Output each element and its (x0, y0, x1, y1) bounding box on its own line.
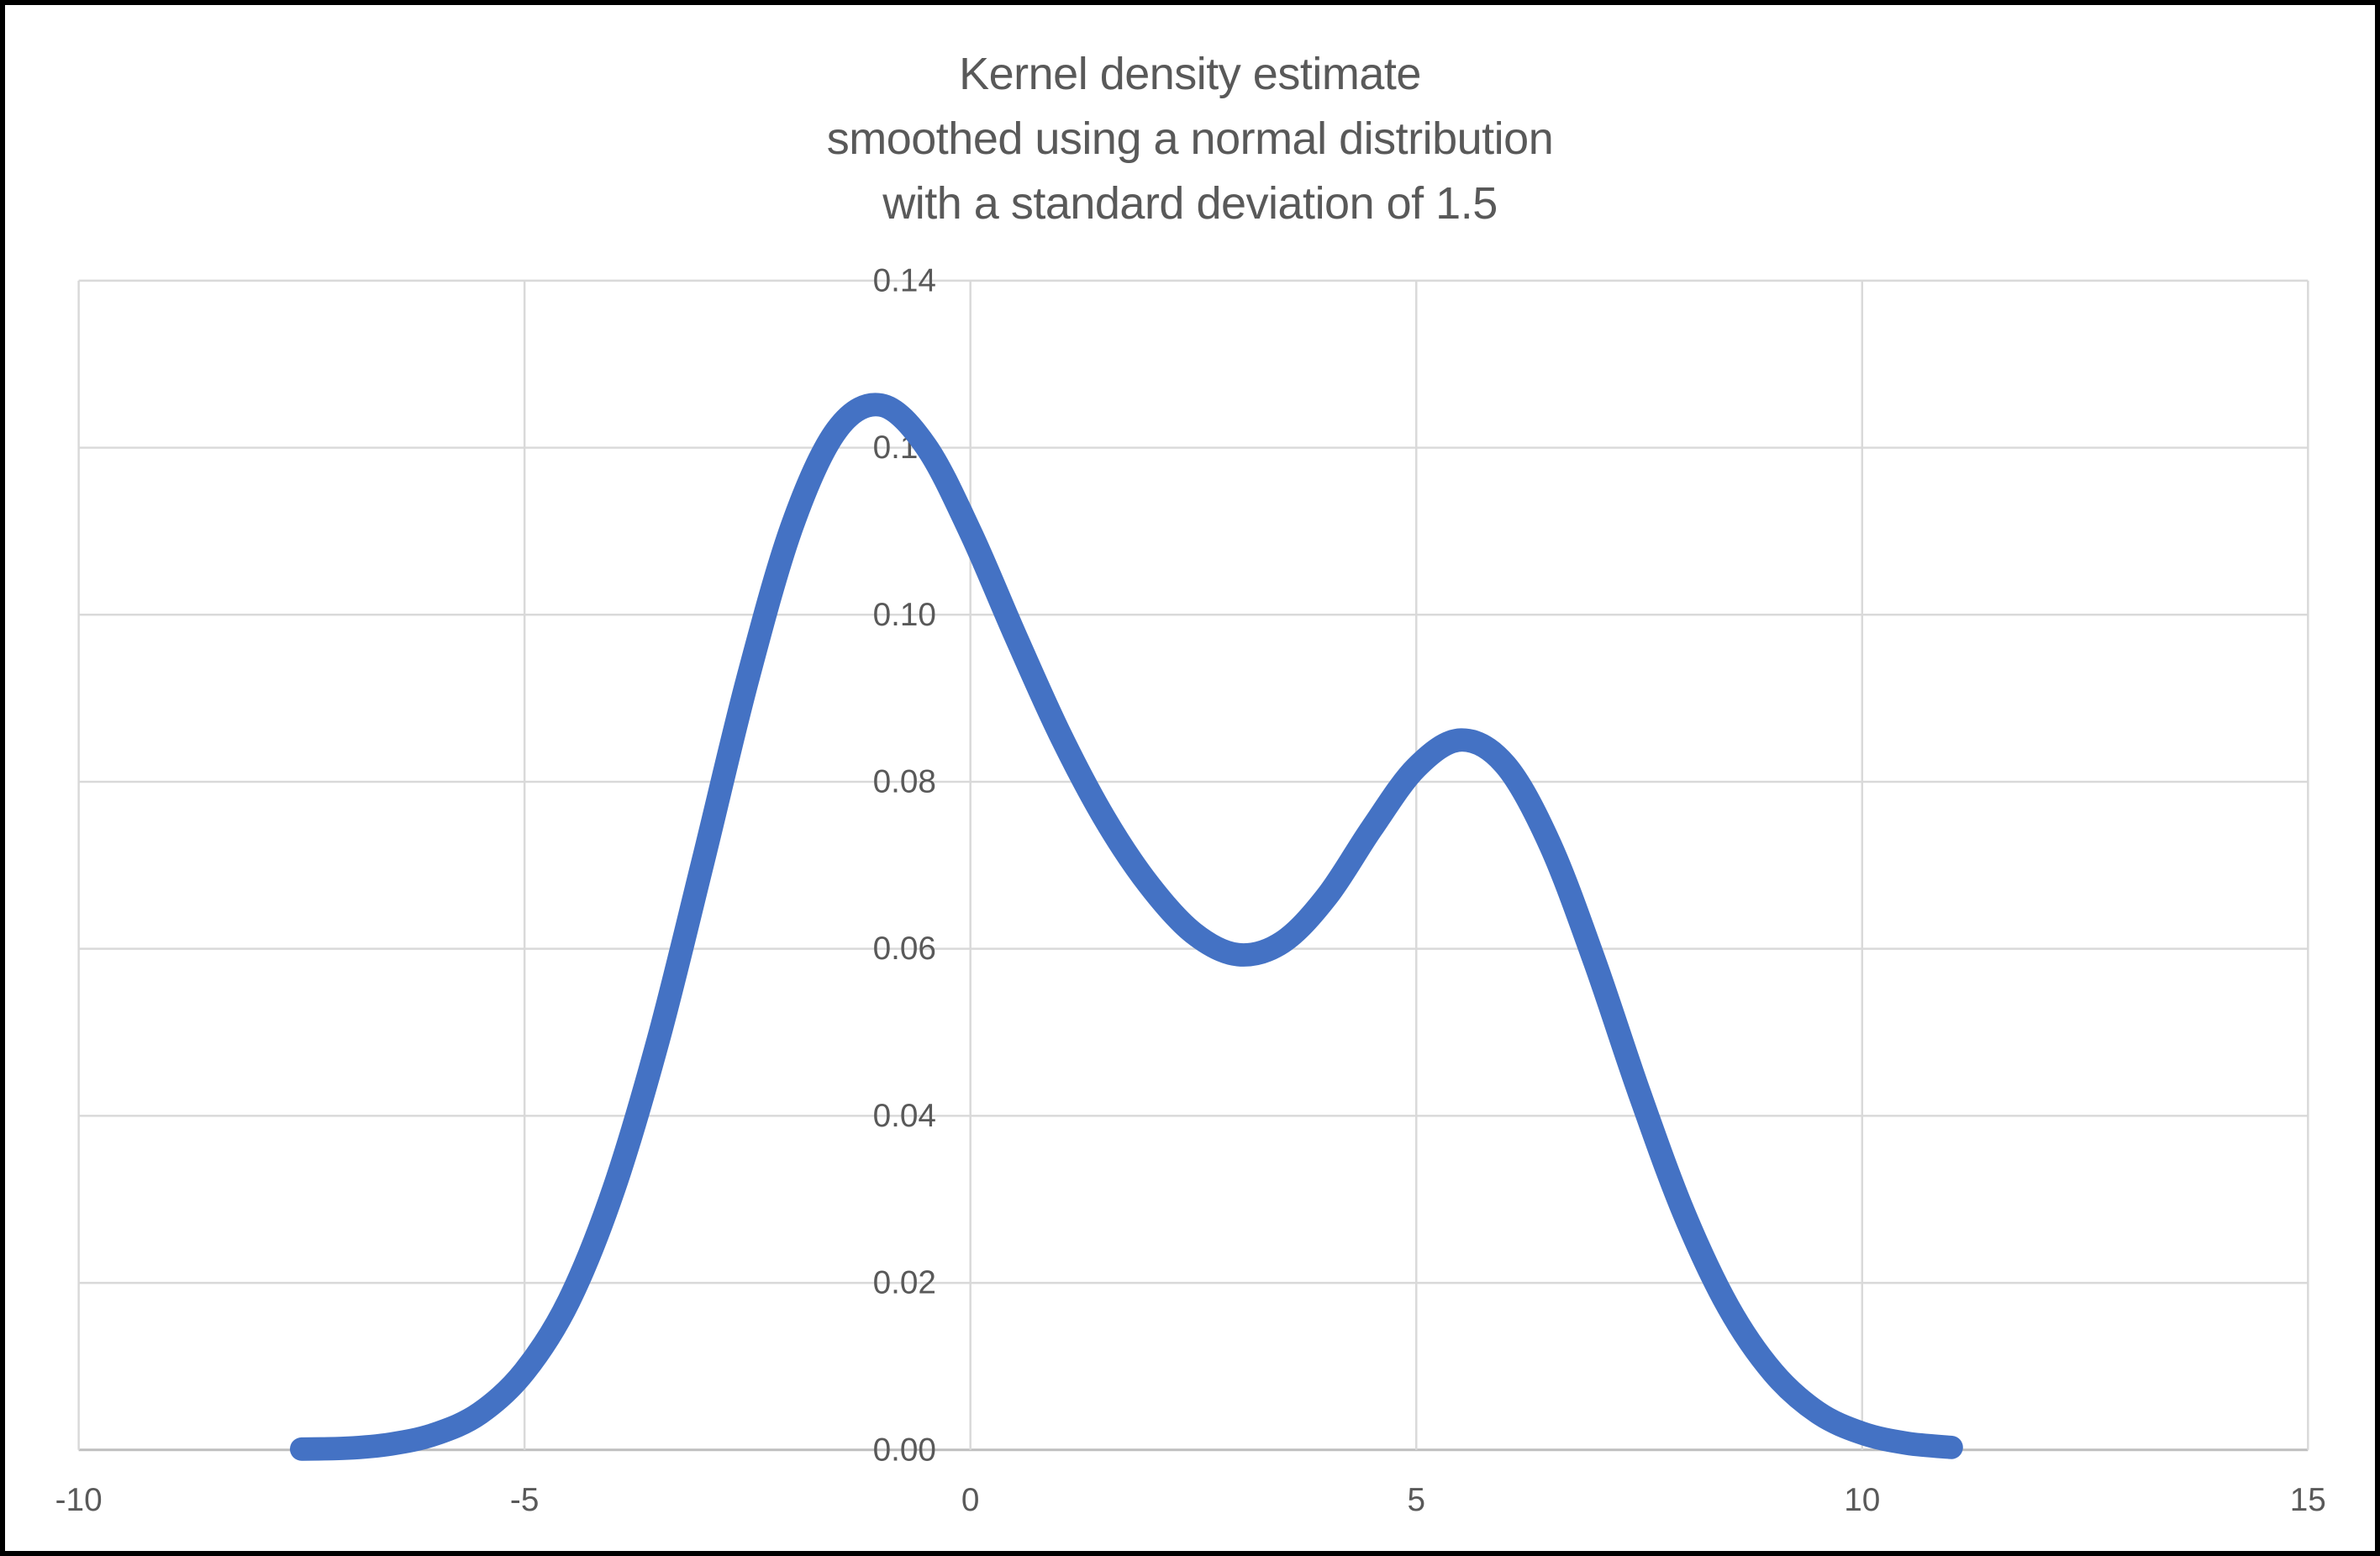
x-tick-label: 0 (961, 1482, 980, 1518)
x-tick-label: -5 (510, 1482, 539, 1518)
axis-labels-group: 0.000.020.040.060.080.100.120.14-10 -5 0 5 1… (55, 262, 2326, 1518)
x-tick-label: 15 (2290, 1482, 2326, 1518)
chart-title: Kernel density estimate smoothed using a… (5, 42, 2375, 236)
y-tick-label: 0.02 (873, 1265, 936, 1301)
curve-group (289, 393, 1963, 1461)
y-tick-label: 0.06 (873, 931, 936, 967)
y-tick-label: 0.14 (873, 262, 936, 298)
x-tick-label: 5 (1407, 1482, 1425, 1518)
chart-title-line-3: with a standard deviation of 1.5 (882, 178, 1498, 229)
plot-area: 0.000.020.040.060.080.100.120.14-10 -5 0 5 1… (55, 262, 2326, 1518)
x-tick-label: 10 (1844, 1482, 1880, 1518)
chart-title-line-1: Kernel density estimate (959, 49, 1421, 99)
y-tick-label: 0.04 (873, 1098, 936, 1134)
gridlines-group (77, 279, 2309, 1452)
y-tick-label: 0.08 (873, 763, 936, 799)
x-tick-label: -10 (55, 1482, 103, 1518)
kde-curve (289, 393, 1963, 1461)
y-tick-label: 0.10 (873, 597, 936, 633)
chart-title-line-2: smoothed using a normal distribution (826, 113, 1554, 164)
y-tick-label: 0.00 (873, 1432, 936, 1468)
